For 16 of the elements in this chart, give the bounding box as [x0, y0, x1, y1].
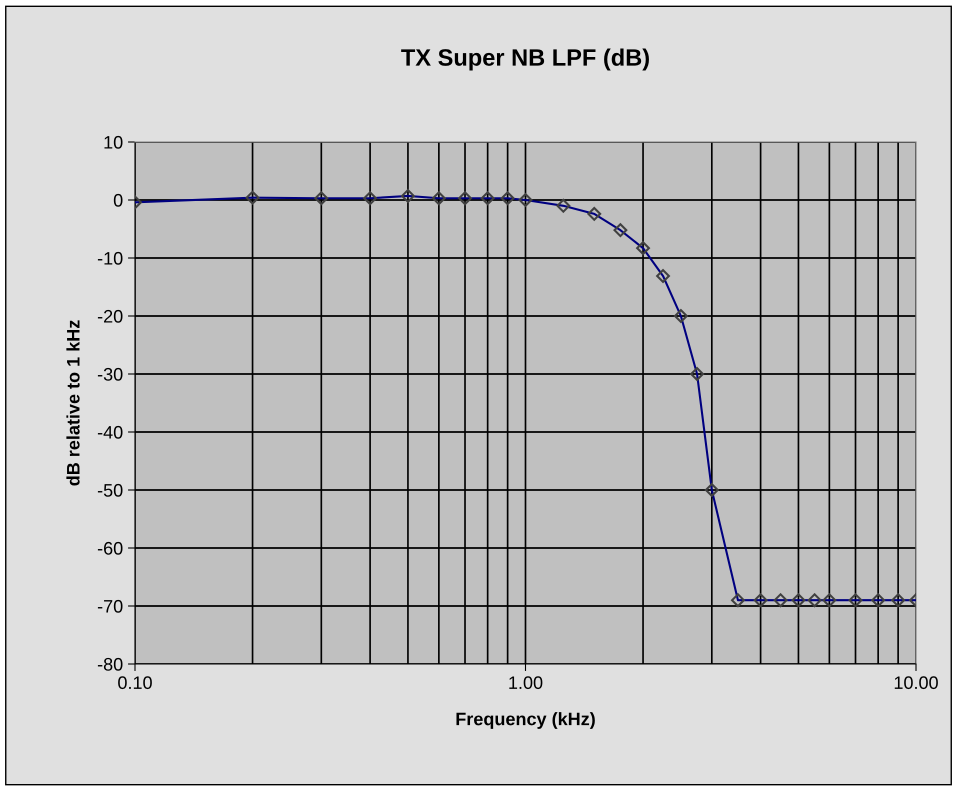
y-tick-label: 10 — [104, 136, 122, 149]
x-tick-label: 1.00 — [509, 676, 542, 690]
y-tick-label: -40 — [98, 426, 122, 439]
x-tick-label: 10.00 — [894, 676, 938, 690]
y-tick-label: -10 — [98, 252, 122, 265]
x-axis-title: Frequency (kHz) — [456, 712, 595, 729]
y-tick-label: -30 — [98, 368, 122, 381]
x-tick-label: 0.10 — [118, 676, 152, 690]
y-tick-label: 0 — [114, 194, 122, 207]
y-tick-label: -60 — [98, 542, 122, 555]
chart-title: TX Super NB LPF (dB) — [401, 48, 649, 71]
y-axis-title: dB relative to 1 kHz — [66, 320, 80, 486]
y-tick-label: -20 — [98, 310, 122, 323]
y-tick-label: -70 — [98, 600, 122, 613]
y-tick-label: -80 — [98, 658, 122, 671]
y-tick-label: -50 — [98, 484, 122, 497]
